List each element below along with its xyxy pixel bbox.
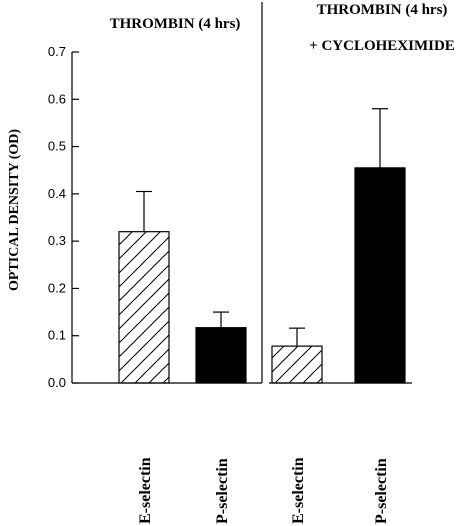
bar-panel-1-p-selectin	[195, 327, 247, 384]
bar-panel-2-p-selectin	[354, 167, 406, 384]
y-axis-label: OPTICAL DENSITY (OD)	[7, 129, 22, 291]
bar-panel-2-e-selectin	[271, 345, 323, 384]
panel-2-title-line-2: + CYCLOHEXIMIDE	[309, 38, 455, 54]
y-tick-label: 0.7	[48, 44, 66, 59]
panel-2-title-line-1: THROMBIN (4 hrs)	[317, 2, 448, 18]
y-tick-label: 0.2	[48, 280, 66, 295]
bars	[118, 167, 406, 384]
y-tick-label: 0.0	[48, 375, 66, 390]
category-labels: E-selectin P-selectin E-selectin P-selectin	[137, 457, 390, 524]
y-tick-label: 0.5	[48, 139, 66, 154]
y-tick-label: 0.4	[48, 186, 66, 201]
error-bars	[136, 108, 388, 347]
panel-1-title: THROMBIN (4 hrs)	[110, 16, 241, 32]
category-label: P-selectin	[214, 458, 231, 524]
category-label: P-selectin	[373, 458, 390, 524]
category-label: E-selectin	[290, 457, 307, 524]
y-tick-label: 0.3	[48, 233, 66, 248]
category-label: E-selectin	[137, 457, 154, 524]
y-tick-label: 0.1	[48, 328, 66, 343]
bar-panel-1-e-selectin	[118, 231, 170, 384]
y-ticks: 0.0 0.1 0.2 0.3 0.4 0.5 0.6 0.7	[48, 44, 79, 390]
y-tick-label: 0.6	[48, 91, 66, 106]
